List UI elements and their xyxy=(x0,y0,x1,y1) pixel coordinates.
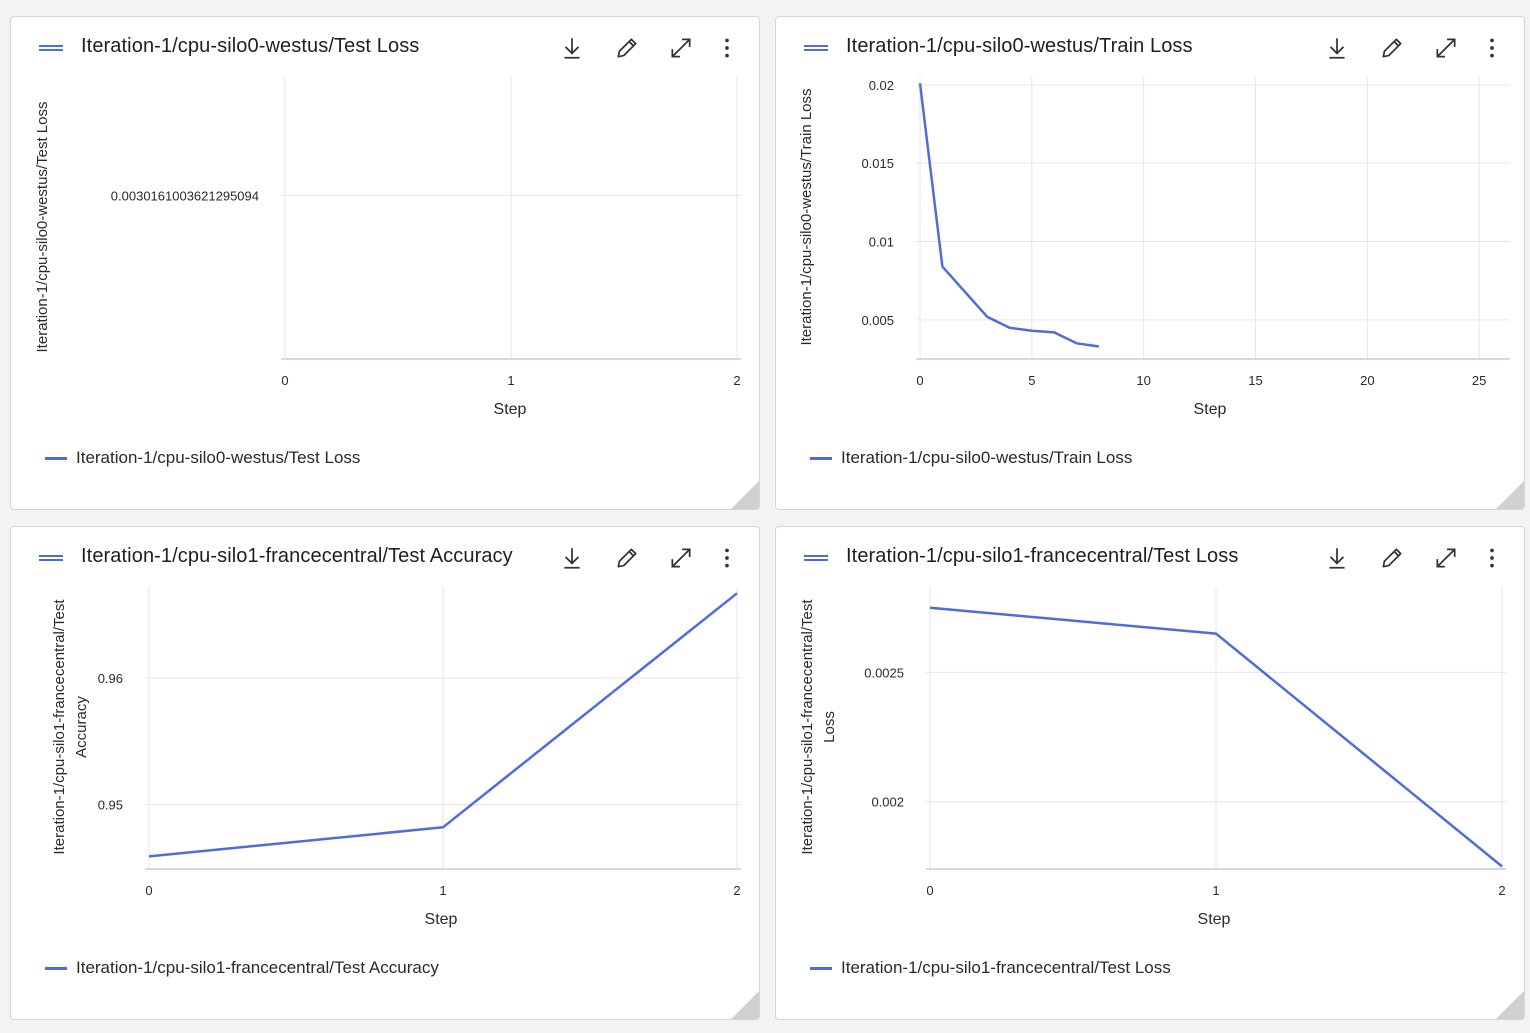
y-tick-label: 0.01 xyxy=(869,235,894,250)
y-tick-label: 0.95 xyxy=(98,798,123,813)
card-title: Iteration-1/cpu-silo0-westus/Test Loss xyxy=(81,35,420,57)
card-title: Iteration-1/cpu-silo1-francecentral/Test… xyxy=(846,545,1239,567)
drag-handle-icon[interactable] xyxy=(39,555,63,561)
resize-handle[interactable] xyxy=(1496,481,1524,509)
y-axis-label: Iteration-1/cpu-silo1-francecentral/Test… xyxy=(799,599,838,855)
drag-handle-icon[interactable] xyxy=(804,45,828,51)
more-options-button[interactable] xyxy=(711,32,743,64)
legend-swatch xyxy=(810,456,832,460)
more-options-button[interactable] xyxy=(711,542,743,574)
expand-button[interactable] xyxy=(665,32,697,64)
x-tick-label: 0 xyxy=(145,883,152,898)
download-button[interactable] xyxy=(556,542,588,574)
pencil-icon xyxy=(1382,38,1402,58)
line-chart[interactable]: 0 1 2 0.0030161003621295094 xyxy=(11,17,760,510)
pencil-icon xyxy=(617,548,637,568)
pencil-icon xyxy=(617,38,637,58)
x-tick-label: 2 xyxy=(733,373,740,388)
legend-label: Iteration-1/cpu-silo0-westus/Test Loss xyxy=(76,448,361,467)
more-vertical-icon xyxy=(1490,548,1494,568)
y-tick-label: 0.02 xyxy=(869,78,894,93)
drag-handle-icon[interactable] xyxy=(804,555,828,561)
expand-icon xyxy=(671,38,691,58)
resize-handle[interactable] xyxy=(731,481,759,509)
x-axis-label: Step xyxy=(1193,401,1227,418)
drag-handle-icon[interactable] xyxy=(39,45,63,51)
legend-label: Iteration-1/cpu-silo1-francecentral/Test… xyxy=(76,958,439,977)
legend-swatch xyxy=(810,966,832,970)
card-title: Iteration-1/cpu-silo1-francecentral/Test… xyxy=(81,545,513,567)
line-chart[interactable]: 0 5 10 15 20 25 0.02 0.015 0.01 0.005 xyxy=(776,17,1525,510)
y-tick-label: 0.005 xyxy=(861,313,894,328)
series-line xyxy=(929,606,1503,868)
series-line xyxy=(148,592,738,858)
x-tick-label: 25 xyxy=(1472,373,1486,388)
x-tick-label: 2 xyxy=(1498,883,1505,898)
x-axis-label: Step xyxy=(1197,911,1231,928)
y-axis-label: Iteration-1/cpu-silo1-francecentral/Test… xyxy=(51,599,90,855)
edit-button[interactable] xyxy=(1376,32,1408,64)
legend-swatch xyxy=(45,456,67,460)
x-tick-label: 1 xyxy=(507,373,514,388)
y-tick-label: 0.002 xyxy=(871,795,904,810)
expand-button[interactable] xyxy=(665,542,697,574)
chart-card-silo1-test-loss: Iteration-1/cpu-silo1-francecentral/Test… xyxy=(775,526,1525,1020)
series-line xyxy=(918,83,1100,348)
line-chart[interactable]: 0 1 2 0.0025 0.002 xyxy=(776,527,1525,1020)
download-icon xyxy=(1329,38,1345,59)
y-tick-label: 0.0030161003621295094 xyxy=(111,188,259,203)
x-axis-label: Step xyxy=(493,401,527,418)
download-button[interactable] xyxy=(556,32,588,64)
x-tick-label: 5 xyxy=(1028,373,1035,388)
x-tick-label: 20 xyxy=(1360,373,1374,388)
y-tick-label: 0.0025 xyxy=(864,665,904,680)
x-tick-label: 15 xyxy=(1248,373,1262,388)
download-icon xyxy=(564,38,580,59)
y-axis-label: Iteration-1/cpu-silo0-westus/Train Loss xyxy=(798,88,815,346)
x-tick-label: 2 xyxy=(733,883,740,898)
more-vertical-icon xyxy=(725,38,729,58)
legend-label: Iteration-1/cpu-silo0-westus/Train Loss xyxy=(841,448,1133,467)
line-chart[interactable]: 0 1 2 0.96 0.95 xyxy=(11,527,760,1020)
legend-label: Iteration-1/cpu-silo1-francecentral/Test… xyxy=(841,958,1171,977)
x-tick-label: 1 xyxy=(1212,883,1219,898)
x-tick-label: 0 xyxy=(281,373,288,388)
y-tick-label: 0.015 xyxy=(861,156,894,171)
pencil-icon xyxy=(1382,548,1402,568)
chart-card-silo0-test-loss: Iteration-1/cpu-silo0-westus/Test Loss 0… xyxy=(10,16,760,510)
legend-item[interactable]: Iteration-1/cpu-silo0-westus/Test Loss xyxy=(45,447,360,469)
download-icon xyxy=(564,548,580,569)
legend-item[interactable]: Iteration-1/cpu-silo0-westus/Train Loss xyxy=(810,447,1132,469)
x-tick-label: 0 xyxy=(926,883,933,898)
edit-button[interactable] xyxy=(611,542,643,574)
x-tick-label: 1 xyxy=(439,883,446,898)
download-button[interactable] xyxy=(1321,32,1353,64)
y-tick-label: 0.96 xyxy=(98,671,123,686)
card-title: Iteration-1/cpu-silo0-westus/Train Loss xyxy=(846,35,1193,57)
edit-button[interactable] xyxy=(1376,542,1408,574)
chart-card-silo0-train-loss: Iteration-1/cpu-silo0-westus/Train Loss … xyxy=(775,16,1525,510)
download-button[interactable] xyxy=(1321,542,1353,574)
expand-icon xyxy=(671,548,691,568)
more-options-button[interactable] xyxy=(1476,32,1508,64)
resize-handle[interactable] xyxy=(1496,991,1524,1019)
x-tick-label: 10 xyxy=(1136,373,1150,388)
x-axis-label: Step xyxy=(424,911,458,928)
x-tick-label: 0 xyxy=(916,373,923,388)
more-options-button[interactable] xyxy=(1476,542,1508,574)
expand-icon xyxy=(1436,38,1456,58)
expand-icon xyxy=(1436,548,1456,568)
more-vertical-icon xyxy=(1490,38,1494,58)
legend-item[interactable]: Iteration-1/cpu-silo1-francecentral/Test… xyxy=(45,957,439,979)
chart-card-silo1-test-accuracy: Iteration-1/cpu-silo1-francecentral/Test… xyxy=(10,526,760,1020)
legend-item[interactable]: Iteration-1/cpu-silo1-francecentral/Test… xyxy=(810,957,1171,979)
resize-handle[interactable] xyxy=(731,991,759,1019)
more-vertical-icon xyxy=(725,548,729,568)
legend-swatch xyxy=(45,966,67,970)
y-axis-label: Iteration-1/cpu-silo0-westus/Test Loss xyxy=(34,101,51,353)
edit-button[interactable] xyxy=(611,32,643,64)
expand-button[interactable] xyxy=(1430,32,1462,64)
expand-button[interactable] xyxy=(1430,542,1462,574)
download-icon xyxy=(1329,548,1345,569)
